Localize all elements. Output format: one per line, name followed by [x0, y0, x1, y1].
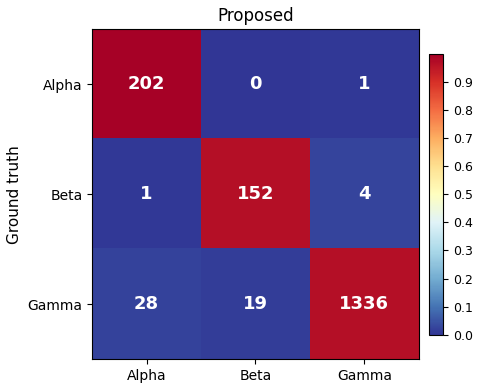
- Title: Proposed: Proposed: [217, 7, 294, 25]
- Text: 202: 202: [128, 75, 166, 93]
- Text: 1: 1: [358, 75, 371, 93]
- Text: 19: 19: [243, 295, 268, 313]
- Text: 28: 28: [134, 295, 159, 313]
- Text: 0: 0: [249, 75, 262, 93]
- Text: 4: 4: [358, 185, 371, 203]
- Y-axis label: Ground truth: Ground truth: [7, 145, 22, 244]
- Text: 152: 152: [237, 185, 274, 203]
- Text: 1336: 1336: [339, 295, 389, 313]
- Text: 1: 1: [140, 185, 153, 203]
